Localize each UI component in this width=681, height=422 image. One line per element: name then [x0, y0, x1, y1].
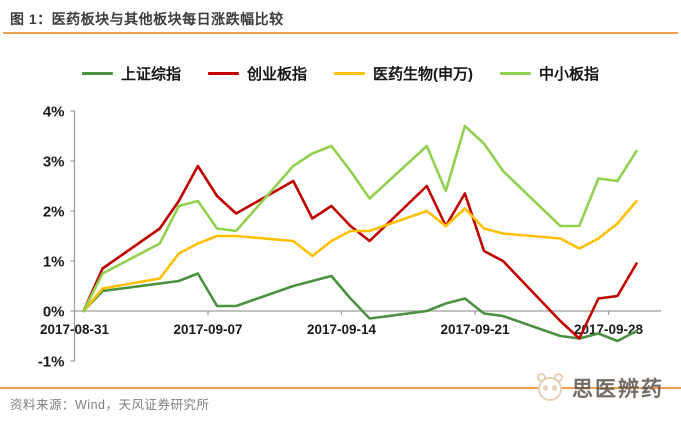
- watermark-text: 思医辨药: [572, 378, 664, 401]
- x-axis-label: 2017-09-07: [173, 322, 242, 337]
- page-title: 图 1：医药板块与其他板块每日涨跌幅比较: [10, 11, 284, 27]
- y-axis-label: 1%: [43, 254, 65, 271]
- legend-item-3: 中小板指: [500, 63, 599, 84]
- x-axis-label: 2017-09-28: [574, 322, 644, 337]
- y-axis-label: 4%: [43, 104, 65, 121]
- legend-item-0: 上证综指: [81, 63, 181, 84]
- y-axis-label: 0%: [43, 304, 65, 321]
- watermark: 思医辨药: [536, 368, 676, 408]
- legend-label: 上证综指: [120, 65, 181, 83]
- legend-label: 中小板指: [539, 65, 600, 83]
- series-line-1: [82, 164, 638, 340]
- legend-item-2: 医药生物(申万): [334, 63, 473, 84]
- legend-line-swatch: [500, 71, 531, 75]
- legend-line-swatch: [207, 71, 239, 75]
- legend-label: 医药生物(申万): [373, 65, 473, 83]
- legend-item-1: 创业板指: [207, 63, 307, 84]
- y-axis-label: 3%: [43, 154, 65, 171]
- legend-label: 创业板指: [246, 65, 307, 83]
- x-axis-label: 2017-09-21: [440, 322, 510, 337]
- series-line-2: [82, 199, 638, 313]
- title-divider: [3, 32, 678, 34]
- y-axis-label: -1%: [38, 354, 65, 371]
- series-line-3: [82, 124, 638, 313]
- legend-line-swatch: [81, 71, 113, 75]
- chart-legend: 上证综指 创业板指 医药生物(申万) 中小板指: [0, 61, 681, 85]
- footer-divider: [0, 387, 681, 389]
- series-line-0: [82, 272, 638, 343]
- panda-sketch-logo: [536, 372, 566, 404]
- legend-line-swatch: [334, 71, 365, 75]
- x-axis-label: 2017-09-14: [307, 322, 377, 337]
- y-axis-label: 2%: [43, 204, 65, 221]
- source-note: 资料来源：Wind，天风证券研究所: [10, 398, 210, 412]
- x-axis-label: 2017-08-31: [40, 322, 110, 337]
